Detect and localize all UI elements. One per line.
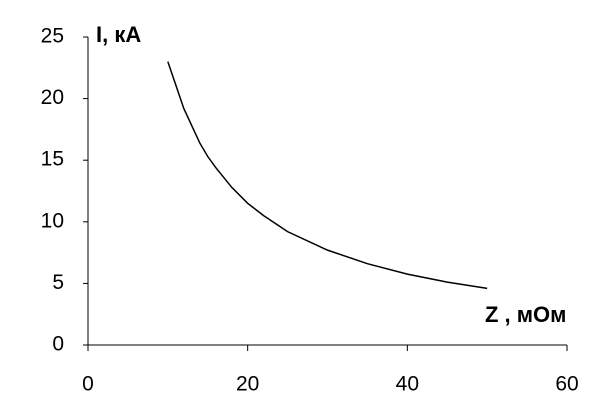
x-tick-label: 60 — [555, 373, 578, 396]
y-tick-label: 20 — [41, 86, 64, 109]
y-tick-label: 10 — [41, 209, 64, 232]
x-tick-label: 0 — [82, 373, 94, 396]
y-tick-label: 25 — [41, 25, 64, 48]
y-tick-label: 15 — [41, 148, 64, 171]
x-tick-label: 20 — [236, 373, 259, 396]
y-tick-label: 0 — [52, 333, 64, 356]
line — [167, 61, 488, 290]
x-tick-label: 40 — [396, 373, 419, 396]
x-axis-label: Z , мОм — [485, 302, 566, 327]
y-axis-label: I, кА — [96, 22, 141, 47]
y-tick-label: 5 — [52, 271, 64, 294]
